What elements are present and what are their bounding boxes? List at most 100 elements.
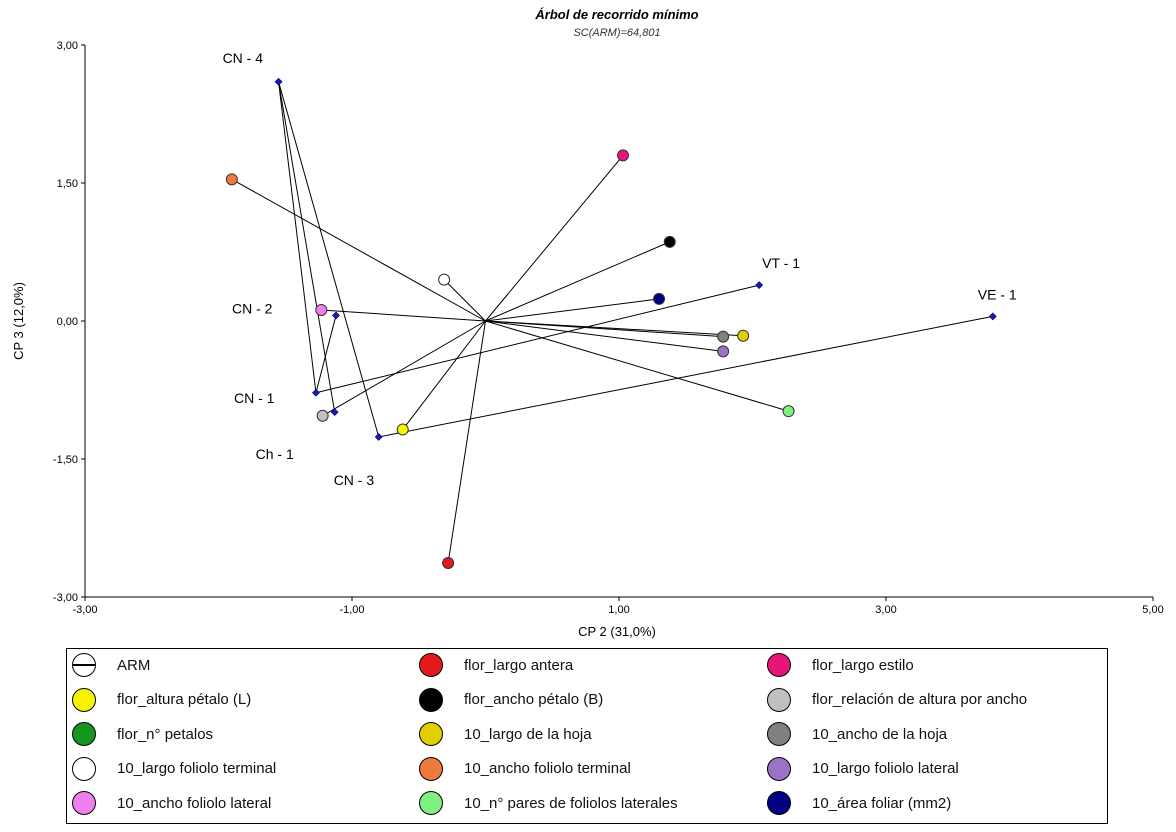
y-tick-label: 3,00 xyxy=(57,40,78,52)
chart-subtitle: SC(ARM)=64,801 xyxy=(573,27,660,39)
legend-label: 10_ancho foliolo lateral xyxy=(117,794,272,812)
variable-point-10-rea-foliar-mm2 xyxy=(653,292,666,305)
variable-point-10-n-pares-de-foliolos-laterales xyxy=(782,405,795,418)
legend-item: flor_n° petalos xyxy=(72,719,213,749)
vector-flor-ancho-p-talo-b xyxy=(485,241,670,322)
legend-item: 10_n° pares de foliolos laterales xyxy=(419,788,678,818)
tree-edge xyxy=(278,81,317,393)
legend-item: 10_área foliar (mm2) xyxy=(767,788,951,818)
variable-point-flor-altura-p-talo-l xyxy=(396,423,409,436)
vector-10-rea-foliar-mm2 xyxy=(485,298,660,322)
legend-swatch xyxy=(767,722,791,746)
variable-point-10-largo-foliolo-terminal xyxy=(438,273,451,286)
tree-edge xyxy=(378,315,993,438)
legend-item: 10_ancho foliolo terminal xyxy=(419,754,631,784)
variable-point-10-ancho-de-la-hoja xyxy=(717,330,730,343)
legend-item: flor_ancho pétalo (B) xyxy=(419,685,603,715)
x-tick-label: -1,00 xyxy=(339,604,364,616)
legend-label: flor_largo antera xyxy=(464,656,574,674)
legend-swatch xyxy=(72,756,96,781)
legend-swatch xyxy=(767,653,791,677)
chart-title: Árbol de recorrido mínimo xyxy=(534,7,698,22)
vector-10-largo-foliolo-terminal xyxy=(443,279,486,322)
x-tick-label: 5,00 xyxy=(1142,604,1163,616)
legend-label: 10_ancho de la hoja xyxy=(812,725,948,743)
vector-flor-largo-estilo xyxy=(485,155,624,322)
legend-label: 10_largo foliolo lateral xyxy=(812,760,959,777)
legend-swatch xyxy=(72,722,96,746)
legend-swatch xyxy=(767,791,791,815)
vector-10-largo-foliolo-lateral xyxy=(485,320,724,352)
observation-label: CN - 4 xyxy=(223,50,264,66)
observation-point-cn-3 xyxy=(374,432,383,441)
observation-point-ve-1 xyxy=(988,312,997,321)
legend-label: flor_ancho pétalo (B) xyxy=(464,691,604,708)
legend-item: 10_largo de la hoja xyxy=(419,719,592,749)
legend-item: flor_relación de altura por ancho xyxy=(767,685,1027,715)
chart-marks xyxy=(225,77,997,569)
legend-label: flor_largo estilo xyxy=(812,656,914,674)
observation-point-cn-2 xyxy=(332,311,340,320)
variable-point-10-ancho-foliolo-lateral xyxy=(315,303,328,316)
legend-label: flor_relación de altura por ancho xyxy=(812,691,1028,708)
observation-label: VE - 1 xyxy=(978,286,1017,302)
legend-label: 10_largo foliolo terminal xyxy=(117,760,277,777)
legend-swatch xyxy=(419,653,443,677)
y-tick-label: -3,00 xyxy=(53,592,78,604)
legend-label: flor_n° petalos xyxy=(117,725,214,743)
biplot-chart: Árbol de recorrido mínimo SC(ARM)=64,801… xyxy=(11,7,1164,639)
variable-point-flor-relaci-n-de-altura-por-ancho xyxy=(316,409,329,422)
variable-point-10-largo-foliolo-lateral xyxy=(717,345,730,358)
tree-edges xyxy=(278,81,993,438)
observation-labels: CN - 4 VT - 1 VE - 1 CN - 2 CN - 1 Ch - 1 CN -… xyxy=(223,50,1017,488)
observation-point-vt-1 xyxy=(755,281,764,290)
observation-label: CN - 3 xyxy=(334,472,375,488)
variable-vectors xyxy=(231,155,789,564)
vector-flor-relaci-n-de-altura-por-ancho xyxy=(322,320,486,417)
x-axis-label: CP 2 (31,0%) xyxy=(578,624,656,639)
legend-swatch xyxy=(419,687,443,712)
arm-legend-icon xyxy=(72,653,96,677)
tree-edge xyxy=(315,315,337,393)
y-tick-label: 1,50 xyxy=(57,178,78,190)
observation-label: VT - 1 xyxy=(762,255,800,271)
y-tick-label: 0,00 xyxy=(57,316,78,328)
legend-swatch xyxy=(419,756,443,781)
legend-label: flor_altura pétalo (L) xyxy=(117,691,252,708)
variable-point-flor-largo-antera xyxy=(442,556,455,569)
legend-item: ARM xyxy=(72,650,150,680)
legend-swatch xyxy=(419,791,443,815)
legend-item: flor_largo antera xyxy=(419,650,573,680)
axes: -3,00 -1,00 1,00 3,00 5,00 -3,00 -1,50 0,00 1,50… xyxy=(53,40,1164,616)
vector-10-n-pares-de-foliolos-laterales xyxy=(485,320,789,412)
legend-label: 10_n° pares de foliolos laterales xyxy=(464,794,678,812)
y-tick-label: -1,50 xyxy=(53,454,78,466)
variable-point-10-largo-de-la-hoja xyxy=(737,329,750,342)
legend-label: 10_área foliar (mm2) xyxy=(812,794,952,812)
y-axis-label: CP 3 (12,0%) xyxy=(11,282,26,360)
observation-point-cn-1 xyxy=(312,388,320,397)
observation-label: Ch - 1 xyxy=(256,446,294,462)
vector-flor-largo-antera xyxy=(447,320,486,564)
legend-item: 10_largo foliolo lateral xyxy=(767,754,959,784)
tree-edge xyxy=(315,284,760,394)
tree-edge xyxy=(278,81,336,413)
legend-swatch xyxy=(419,722,443,746)
observation-point-cn-4 xyxy=(274,77,283,86)
tree-edge xyxy=(278,81,380,438)
vector-10-ancho-foliolo-lateral xyxy=(321,309,486,322)
legend-label: 10_ancho foliolo terminal xyxy=(464,760,631,777)
observation-label: CN - 1 xyxy=(234,390,275,406)
legend-swatch xyxy=(767,687,791,712)
legend-label: 10_largo de la hoja xyxy=(464,725,592,743)
legend-item: 10_largo foliolo terminal xyxy=(72,754,276,784)
legend: ARM flor_largo antera flor_largo estilo flo… xyxy=(66,648,1108,824)
vector-flor-altura-p-talo-l xyxy=(402,320,486,430)
legend-swatch xyxy=(72,687,96,712)
legend-item: 10_ancho foliolo lateral xyxy=(72,788,271,818)
observation-label: CN - 2 xyxy=(232,300,273,316)
variable-point-10-ancho-foliolo-terminal xyxy=(225,173,238,186)
x-tick-label: 1,00 xyxy=(608,604,629,616)
x-tick-label: -3,00 xyxy=(72,604,97,616)
variable-point-flor-ancho-p-talo-b xyxy=(663,235,676,248)
